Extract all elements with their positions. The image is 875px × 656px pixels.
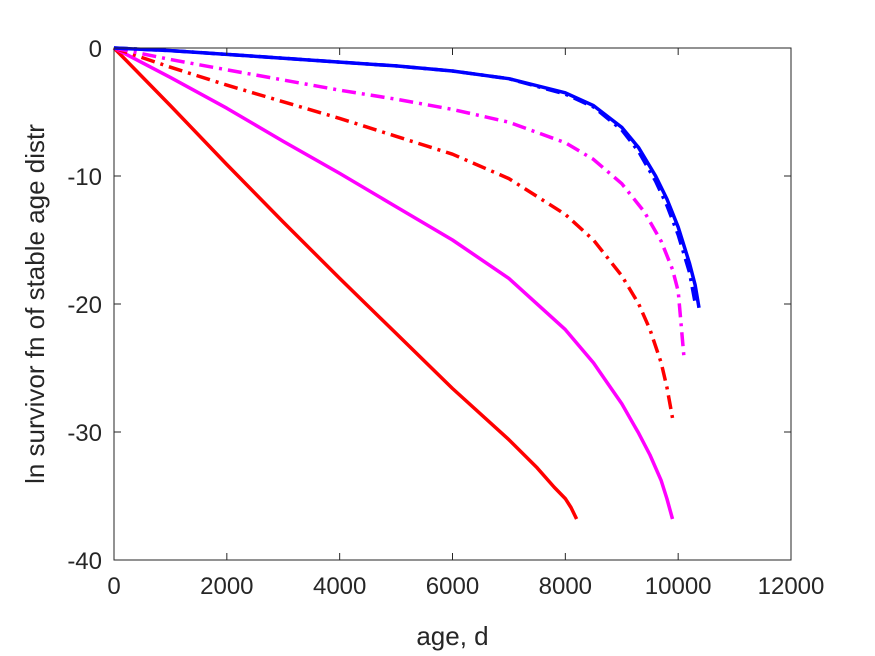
plot-background — [114, 48, 791, 560]
y-tick-label: -20 — [67, 292, 102, 319]
series-line-1 — [112, 46, 579, 520]
series-layer — [112, 46, 701, 520]
y-axis-title: ln survivor fn of stable age distr — [20, 124, 50, 484]
tick-layer: 0 2000 4000 6000 8000 10000 12000 0 -10 -20 -30 -40 — [67, 36, 824, 600]
x-axis-title: age, d — [416, 621, 488, 651]
series-line-2 — [113, 46, 675, 520]
x-tick-label: 10000 — [645, 573, 712, 600]
y-tick-label: -40 — [67, 548, 102, 575]
y-tick-label: -30 — [67, 420, 102, 447]
x-tick-label: 6000 — [426, 573, 479, 600]
x-tick-label: 8000 — [539, 573, 592, 600]
series-line-6 — [113, 46, 697, 304]
x-tick-label: 2000 — [200, 573, 253, 600]
x-tick-label: 4000 — [313, 573, 366, 600]
x-tick-label: 12000 — [758, 573, 825, 600]
series-line-3 — [113, 46, 675, 419]
x-tick-label: 0 — [107, 573, 120, 600]
series-line-4 — [113, 46, 686, 356]
y-tick-label: 0 — [89, 36, 102, 63]
y-tick-label: -10 — [67, 164, 102, 191]
